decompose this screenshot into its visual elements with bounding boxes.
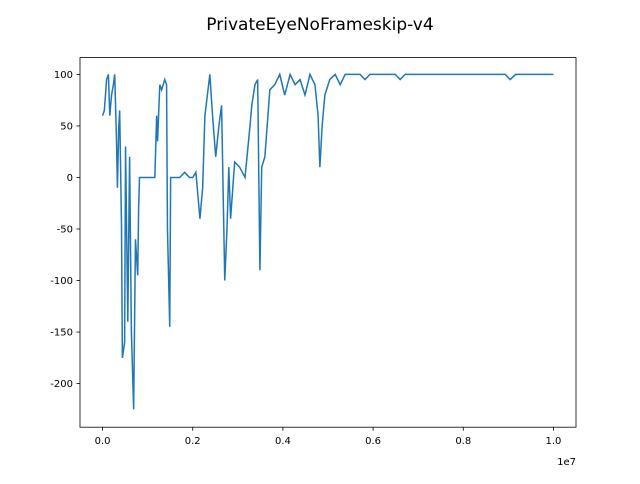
x-tick-label: 0.2 [185, 436, 201, 447]
y-tick-label: 0 [67, 173, 73, 184]
x-tick-label: 0.4 [275, 436, 291, 447]
chart-title: PrivateEyeNoFrameskip-v4 [206, 15, 433, 35]
x-tick-label: 1.0 [546, 436, 562, 447]
y-tick-label: -200 [50, 379, 73, 390]
x-offset-label: 1e7 [557, 457, 576, 468]
x-tick-label: 0.8 [455, 436, 471, 447]
y-tick-label: -100 [50, 276, 73, 287]
y-tick-label: -50 [57, 225, 73, 236]
x-tick-label: 0.6 [365, 436, 381, 447]
plot-frame [79, 57, 577, 428]
y-tick-label: 100 [54, 70, 73, 81]
data-line [101, 72, 554, 410]
x-tick-label: 0.0 [95, 436, 111, 447]
y-tick-label: -150 [50, 328, 73, 339]
y-tick-label: 50 [60, 121, 73, 132]
